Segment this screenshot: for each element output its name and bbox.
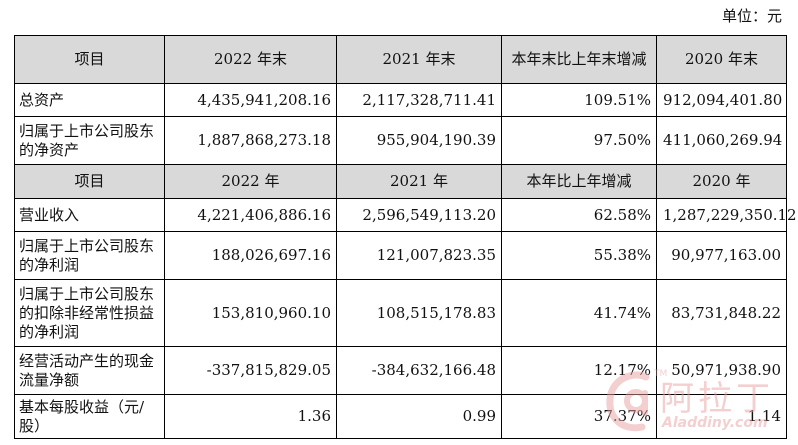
row-label: 归属于上市公司股东的净资产 bbox=[14, 116, 165, 165]
value-2020: 90,977,163.00 bbox=[656, 231, 787, 280]
header-cell: 项目 bbox=[14, 35, 165, 84]
value-2021: 0.99 bbox=[336, 394, 502, 439]
value-2020: 1.14 bbox=[656, 394, 787, 439]
header-cell: 本年比上年增减 bbox=[501, 164, 657, 199]
value-2021: 955,904,190.39 bbox=[336, 116, 502, 165]
value-2021: 121,007,823.35 bbox=[336, 231, 502, 280]
change-value: 12.17% bbox=[501, 346, 657, 395]
value-2020: 411,060,269.94 bbox=[656, 116, 787, 165]
table-row: 营业收入 4,221,406,886.16 2,596,549,113.20 6… bbox=[14, 198, 797, 232]
value-2022: 153,810,960.10 bbox=[164, 279, 337, 347]
header-row-year-end: 项目 2022 年末 2021 年末 本年末比上年末增减 2020 年末 bbox=[14, 35, 787, 84]
header-cell: 2022 年 bbox=[164, 164, 337, 199]
row-label: 经营活动产生的现金流量净额 bbox=[14, 346, 165, 395]
header-cell: 本年末比上年末增减 bbox=[501, 35, 657, 84]
change-value: 62.58% bbox=[501, 198, 657, 232]
value-2021: 2,117,328,711.41 bbox=[336, 83, 502, 117]
table-row: 归属于上市公司股东的扣除非经常性损益的净利润 153,810,960.10 10… bbox=[14, 279, 787, 347]
header-cell: 2021 年末 bbox=[336, 35, 502, 84]
header-cell: 2021 年 bbox=[336, 164, 502, 199]
header-cell: 项目 bbox=[14, 164, 165, 199]
value-2021: -384,632,166.48 bbox=[336, 346, 502, 395]
value-2022: 1.36 bbox=[164, 394, 337, 439]
change-value: 97.50% bbox=[501, 116, 657, 165]
financial-table: 项目 2022 年末 2021 年末 本年末比上年末增减 2020 年末 总资产… bbox=[14, 35, 797, 439]
row-label: 归属于上市公司股东的扣除非经常性损益的净利润 bbox=[14, 279, 165, 347]
header-row-year: 项目 2022 年 2021 年 本年比上年增减 2020 年 bbox=[14, 164, 787, 199]
change-value: 41.74% bbox=[501, 279, 657, 347]
header-cell: 2020 年末 bbox=[656, 35, 787, 84]
table-row: 基本每股收益（元/股） 1.36 0.99 37.37% 1.14 bbox=[14, 394, 787, 439]
row-label: 基本每股收益（元/股） bbox=[14, 394, 165, 439]
value-2020: 912,094,401.80 bbox=[656, 83, 787, 117]
value-2021: 2,596,549,113.20 bbox=[336, 198, 502, 232]
row-label: 归属于上市公司股东的净利润 bbox=[14, 231, 165, 280]
header-cell: 2020 年 bbox=[656, 164, 787, 199]
table-row: 经营活动产生的现金流量净额 -337,815,829.05 -384,632,1… bbox=[14, 346, 787, 395]
value-2022: -337,815,829.05 bbox=[164, 346, 337, 395]
value-2022: 1,887,868,273.18 bbox=[164, 116, 337, 165]
value-2020: 1,287,229,350.12 bbox=[656, 198, 797, 232]
change-value: 55.38% bbox=[501, 231, 657, 280]
value-2022: 4,435,941,208.16 bbox=[164, 83, 337, 117]
value-2022: 188,026,697.16 bbox=[164, 231, 337, 280]
value-2021: 108,515,178.83 bbox=[336, 279, 502, 347]
row-label: 总资产 bbox=[14, 83, 165, 117]
table-row: 归属于上市公司股东的净利润 188,026,697.16 121,007,823… bbox=[14, 231, 787, 280]
value-2020: 50,971,938.90 bbox=[656, 346, 787, 395]
value-2020: 83,731,848.22 bbox=[656, 279, 787, 347]
change-value: 109.51% bbox=[501, 83, 657, 117]
row-label: 营业收入 bbox=[14, 198, 165, 232]
value-2022: 4,221,406,886.16 bbox=[164, 198, 337, 232]
unit-label: 单位：元 bbox=[721, 7, 782, 25]
table-row: 总资产 4,435,941,208.16 2,117,328,711.41 10… bbox=[14, 83, 787, 117]
change-value: 37.37% bbox=[501, 394, 657, 439]
header-cell: 2022 年末 bbox=[164, 35, 337, 84]
table-row: 归属于上市公司股东的净资产 1,887,868,273.18 955,904,1… bbox=[14, 116, 787, 165]
